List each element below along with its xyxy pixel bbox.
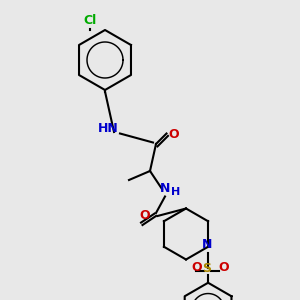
Text: O: O <box>192 261 202 274</box>
Text: S: S <box>202 262 211 275</box>
Text: H: H <box>171 187 180 197</box>
Text: O: O <box>140 209 150 222</box>
Text: O: O <box>168 128 178 141</box>
Text: O: O <box>219 261 229 274</box>
Text: N: N <box>160 182 170 195</box>
Text: HN: HN <box>98 122 118 135</box>
Text: Cl: Cl <box>83 14 97 27</box>
Text: N: N <box>201 238 212 251</box>
